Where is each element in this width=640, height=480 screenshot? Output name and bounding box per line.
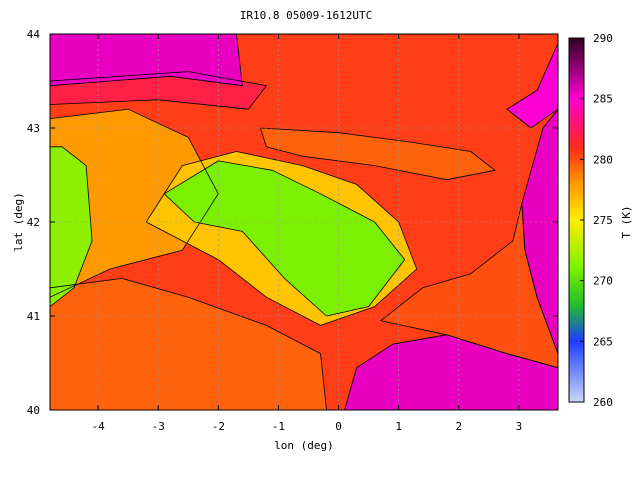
region-meseta-north — [50, 109, 219, 298]
x-tick-label: 3 — [516, 420, 523, 433]
y-tick-label: 42 — [27, 216, 40, 229]
region-mediterranean-east — [521, 109, 558, 354]
contour-ebro-outer — [145, 151, 418, 326]
contour-pyrenees — [259, 127, 496, 181]
contour-ebro-basin — [163, 160, 406, 317]
y-tick-label: 43 — [27, 122, 40, 135]
x-tick-label: 2 — [455, 420, 462, 433]
contour-bay-of-biscay — [50, 34, 243, 87]
x-tick-label: 1 — [395, 420, 402, 433]
region-pyrenees — [260, 128, 495, 180]
x-tick-label: -3 — [152, 420, 165, 433]
x-axis-label: lon (deg) — [274, 439, 334, 452]
colorbar: 260 265 270 275 280 285 290 — [568, 32, 613, 409]
chart-title: IR10.8 05009-1612UTC — [240, 9, 372, 22]
contour-mediterranean-south — [344, 334, 558, 410]
contour-west-green — [50, 146, 93, 308]
region-coastal-strip — [380, 203, 558, 368]
y-tick-label: 40 — [27, 404, 40, 417]
y-axis-ticks: 40 41 42 43 44 — [27, 28, 558, 417]
x-tick-label: -4 — [91, 420, 105, 433]
y-tick-label: 44 — [27, 28, 41, 41]
colorbar-tick-label: 290 — [593, 32, 613, 45]
region-warm-south — [50, 278, 327, 410]
y-axis-label: lat (deg) — [12, 192, 25, 252]
x-tick-label: -1 — [272, 420, 285, 433]
region-mediterranean-south — [344, 334, 558, 410]
region-west-green — [50, 146, 93, 307]
y-tick-label: 41 — [27, 310, 40, 323]
region-gulf-of-lion — [506, 43, 558, 128]
colorbar-tick-label: 275 — [593, 214, 613, 227]
colorbar-tick-label: 280 — [593, 153, 613, 166]
colorbar-ticks: 260 265 270 275 280 285 290 — [580, 32, 613, 409]
colorbar-label: T (K) — [620, 205, 633, 238]
contour-gulf-of-lion — [506, 43, 558, 129]
colorbar-tick-label: 285 — [593, 93, 613, 106]
x-tick-label: -2 — [212, 420, 225, 433]
contour-warm-south — [50, 277, 327, 410]
colorbar-tick-label: 265 — [593, 335, 613, 348]
x-tick-label: 0 — [335, 420, 342, 433]
colorbar-tick-label: 260 — [593, 396, 613, 409]
contour-meseta-north — [50, 108, 219, 298]
x-axis-ticks: -4 -3 -2 -1 0 1 2 3 — [91, 34, 522, 433]
colorbar-tick-label: 270 — [593, 275, 613, 288]
region-ebro-basin — [164, 160, 405, 316]
